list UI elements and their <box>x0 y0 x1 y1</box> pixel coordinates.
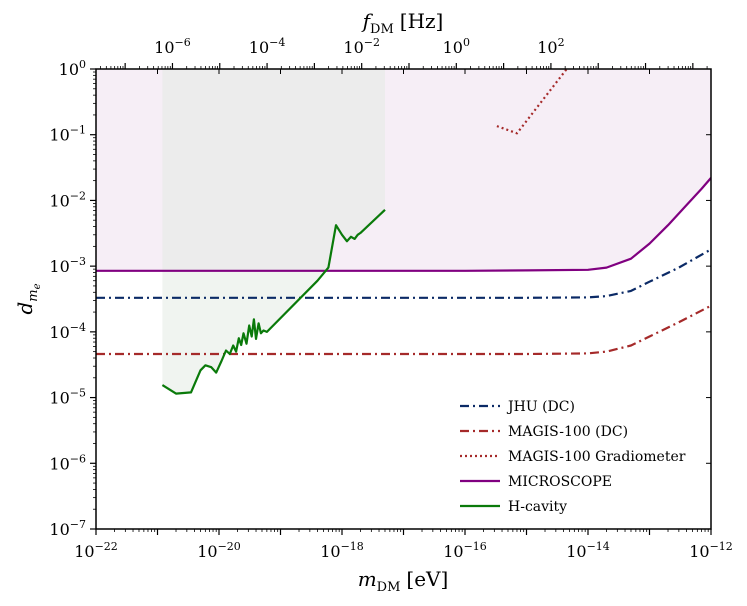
x-tick-label: 10−18 <box>320 540 364 561</box>
y-tick-label: 10−1 <box>49 124 86 145</box>
h-cavity-excluded-region <box>162 69 385 394</box>
series-lines <box>96 69 711 395</box>
legend-label-microscope: MICROSCOPE <box>508 474 612 490</box>
legend-entry: MICROSCOPE <box>460 474 612 490</box>
legend-label-h-cavity: H-cavity <box>508 499 567 515</box>
top-tick-label: 10−2 <box>343 36 380 57</box>
x-axis-label: mDM [eV] <box>358 567 449 595</box>
series-line-magis-100-dc <box>96 304 711 356</box>
legend-label-magis-dc: MAGIS-100 (DC) <box>508 424 628 440</box>
top-tick-label: 10−6 <box>154 36 191 57</box>
legend-label-magis-gradiometer: MAGIS-100 Gradiometer <box>508 449 686 465</box>
series-line-magis-100-gradiometer <box>496 69 568 135</box>
x-tick-label: 10−14 <box>566 540 610 561</box>
shaded-regions <box>96 69 711 394</box>
axis-ticks: 10−22 10−20 10−18 10−16 10−14 10−12 10−7 10−6 10… <box>49 36 732 561</box>
x-tick-label: 10−12 <box>689 540 733 561</box>
y-tick-label: 10−5 <box>49 387 86 408</box>
series-line-h-cavity <box>161 208 386 395</box>
top-tick-label: 102 <box>537 36 564 57</box>
x-tick-label: 10−16 <box>443 540 487 561</box>
legend-entry: JHU (DC) <box>460 399 575 415</box>
x-tick-label: 10−20 <box>197 540 241 561</box>
y-axis-label: dme <box>13 283 43 314</box>
y-tick-label: 10−2 <box>49 189 86 210</box>
x-tick-label: 10−22 <box>74 540 118 561</box>
y-tick-label: 10−7 <box>49 518 86 539</box>
top-tick-label: 100 <box>443 36 470 57</box>
legend: JHU (DC) MAGIS-100 (DC) MAGIS-100 Gradio… <box>460 399 686 515</box>
legend-entry: MAGIS-100 (DC) <box>460 424 628 440</box>
top-axis-label: fDM [Hz] <box>361 9 444 37</box>
series-line-microscope <box>96 177 711 272</box>
legend-entry: MAGIS-100 Gradiometer <box>460 449 686 465</box>
y-tick-label: 10−6 <box>49 452 86 473</box>
top-tick-label: 10−4 <box>249 36 286 57</box>
y-tick-label: 10−3 <box>49 255 86 276</box>
y-tick-label: 100 <box>59 58 86 79</box>
legend-entry: H-cavity <box>460 499 567 515</box>
y-tick-label: 10−4 <box>49 321 86 342</box>
legend-label-jhu: JHU (DC) <box>506 399 575 415</box>
